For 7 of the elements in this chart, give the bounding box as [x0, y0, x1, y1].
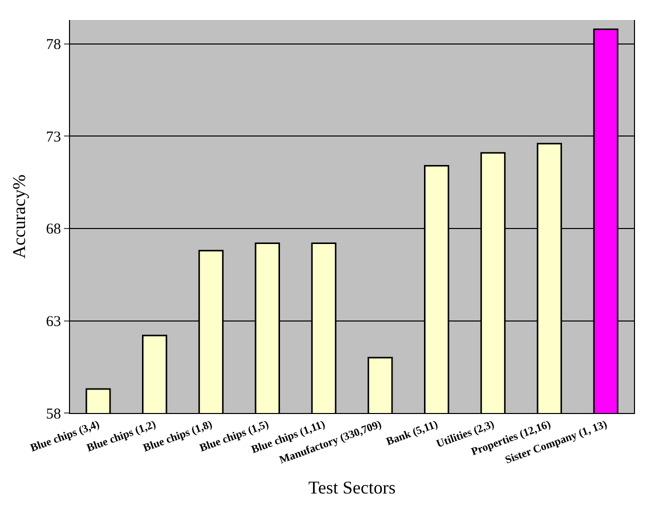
y-axis-title: Accuracy%: [9, 174, 30, 258]
y-tick-label: 68: [46, 222, 61, 238]
y-tick-label: 58: [46, 406, 61, 422]
x-axis-title: Test Sectors: [308, 478, 396, 498]
y-tick-label: 78: [46, 37, 61, 54]
y-tick-label: 73: [46, 129, 61, 146]
y-tick-label: 63: [46, 314, 61, 330]
